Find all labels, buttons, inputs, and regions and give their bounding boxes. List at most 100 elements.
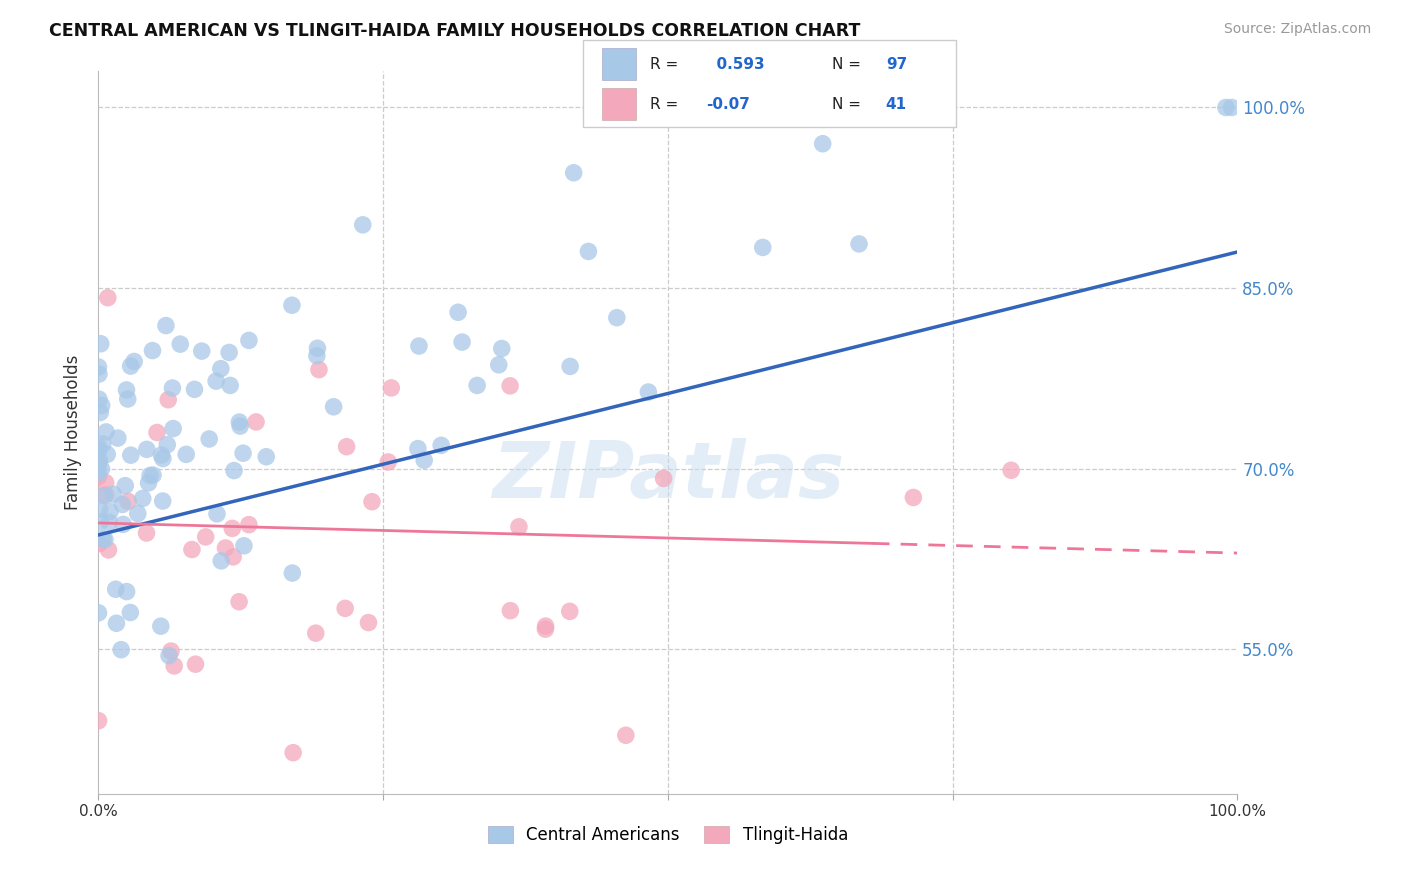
Point — [408, 339, 430, 353]
Point — [578, 244, 600, 259]
Point — [184, 657, 207, 672]
Text: 0.593: 0.593 — [706, 57, 765, 72]
Point — [103, 487, 125, 501]
Point — [94, 475, 117, 490]
Point — [142, 468, 165, 483]
Point — [152, 494, 174, 508]
Point — [357, 615, 380, 630]
Point — [499, 379, 522, 393]
Point — [305, 626, 328, 640]
Text: N =: N = — [832, 96, 862, 112]
Point — [198, 432, 221, 446]
Point — [205, 374, 228, 388]
Point — [114, 478, 136, 492]
Point — [560, 359, 582, 374]
Point — [139, 468, 162, 483]
Point — [90, 336, 112, 351]
Text: ZIPatlas: ZIPatlas — [492, 438, 844, 514]
Y-axis label: Family Households: Family Households — [65, 355, 83, 510]
Point — [413, 453, 436, 467]
Point — [488, 358, 510, 372]
Point — [335, 601, 357, 615]
Point — [508, 520, 530, 534]
Point — [209, 361, 232, 376]
Point — [205, 507, 228, 521]
Point — [94, 425, 117, 439]
Point — [94, 488, 117, 502]
Text: N =: N = — [832, 57, 862, 72]
Point — [181, 542, 204, 557]
Point — [406, 442, 429, 456]
Point — [127, 507, 149, 521]
Point — [120, 359, 142, 373]
Point — [233, 539, 256, 553]
Point — [307, 341, 329, 355]
Point — [120, 448, 142, 462]
Point — [89, 405, 111, 419]
Point — [238, 334, 260, 348]
Point — [465, 378, 488, 392]
Point — [87, 359, 110, 374]
Point — [93, 489, 115, 503]
Point — [98, 504, 121, 518]
Point — [112, 517, 135, 532]
Point — [194, 530, 217, 544]
Point — [218, 345, 240, 359]
Point — [97, 542, 120, 557]
Point — [281, 566, 304, 580]
Point — [135, 442, 157, 457]
Point — [245, 415, 267, 429]
Point — [336, 440, 359, 454]
Point — [614, 728, 637, 742]
Point — [87, 606, 110, 620]
Point — [499, 604, 522, 618]
Point — [89, 453, 111, 467]
Point — [281, 298, 304, 312]
Point — [222, 464, 245, 478]
Point — [87, 440, 110, 454]
Point — [380, 381, 402, 395]
Point — [169, 337, 191, 351]
Point — [160, 644, 183, 658]
Point — [190, 344, 212, 359]
Text: 97: 97 — [886, 57, 907, 72]
Point — [105, 616, 128, 631]
Point — [222, 549, 245, 564]
Point — [89, 536, 111, 550]
Point — [352, 218, 374, 232]
Point — [157, 392, 180, 407]
Point — [162, 381, 184, 395]
Point — [221, 521, 243, 535]
Point — [254, 450, 277, 464]
Point — [90, 399, 112, 413]
Point — [1215, 101, 1237, 115]
Point — [652, 471, 675, 485]
Point — [228, 595, 250, 609]
Point — [322, 400, 344, 414]
Point — [149, 619, 172, 633]
Text: R =: R = — [650, 96, 678, 112]
Point — [115, 584, 138, 599]
Text: Source: ZipAtlas.com: Source: ZipAtlas.com — [1223, 22, 1371, 37]
Point — [115, 383, 138, 397]
Point — [138, 475, 160, 490]
Point — [163, 659, 186, 673]
Point — [361, 494, 384, 508]
Point — [219, 378, 242, 392]
Point — [308, 362, 330, 376]
Point — [98, 516, 121, 530]
Point — [110, 642, 132, 657]
Point — [87, 367, 110, 381]
Point — [87, 714, 110, 728]
Point — [150, 448, 173, 462]
Point — [447, 305, 470, 319]
Point — [228, 415, 250, 429]
Point — [1000, 463, 1022, 477]
Point — [156, 437, 179, 451]
Point — [1220, 101, 1243, 115]
Point — [87, 470, 110, 484]
Point — [281, 746, 304, 760]
Text: CENTRAL AMERICAN VS TLINGIT-HAIDA FAMILY HOUSEHOLDS CORRELATION CHART: CENTRAL AMERICAN VS TLINGIT-HAIDA FAMILY… — [49, 22, 860, 40]
Text: -0.07: -0.07 — [706, 96, 749, 112]
Point — [811, 136, 834, 151]
